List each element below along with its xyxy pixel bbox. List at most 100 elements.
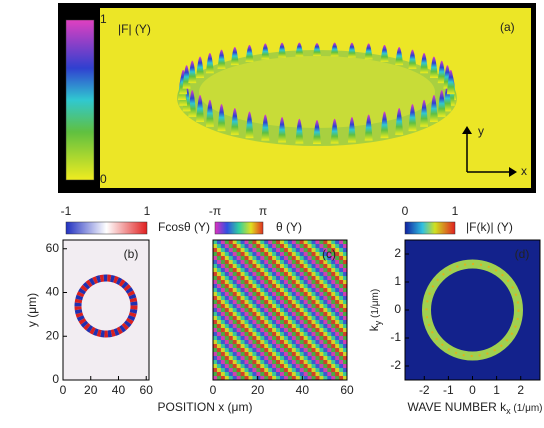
noise-cell	[237, 308, 241, 312]
noise-cell	[221, 256, 225, 260]
noise-cell	[315, 312, 319, 316]
noise-cell	[221, 320, 225, 324]
noise-cell	[221, 264, 225, 268]
noise-cell	[213, 300, 217, 304]
noise-cell	[323, 288, 327, 292]
noise-cell	[312, 244, 316, 248]
noise-cell	[331, 280, 335, 284]
noise-cell	[327, 332, 331, 336]
noise-cell	[256, 280, 260, 284]
noise-cell	[296, 272, 300, 276]
noise-cell	[229, 268, 233, 272]
noise-cell	[280, 312, 284, 316]
noise-cell	[327, 348, 331, 352]
noise-cell	[339, 332, 343, 336]
noise-cell	[229, 296, 233, 300]
panel-tag: (d)	[515, 247, 530, 261]
noise-cell	[237, 348, 241, 352]
noise-cell	[315, 344, 319, 348]
noise-cell	[304, 268, 308, 272]
noise-cell	[280, 264, 284, 268]
noise-cell	[280, 348, 284, 352]
noise-cell	[304, 300, 308, 304]
noise-cell	[260, 360, 264, 364]
noise-cell	[284, 320, 288, 324]
noise-cell	[248, 284, 252, 288]
noise-cell	[288, 284, 292, 288]
noise-cell	[288, 252, 292, 256]
noise-cell	[315, 336, 319, 340]
x-tick-label: 2	[517, 383, 524, 397]
noise-cell	[256, 360, 260, 364]
noise-cell	[221, 304, 225, 308]
noise-cell	[304, 256, 308, 260]
colorbar	[215, 222, 263, 234]
noise-cell	[241, 372, 245, 376]
noise-cell	[315, 276, 319, 280]
noise-cell	[233, 308, 237, 312]
noise-cell	[264, 312, 268, 316]
noise-cell	[319, 340, 323, 344]
noise-cell	[335, 264, 339, 268]
noise-cell	[268, 360, 272, 364]
noise-cell	[288, 344, 292, 348]
noise-cell	[272, 328, 276, 332]
noise-cell	[323, 360, 327, 364]
noise-cell	[268, 288, 272, 292]
noise-cell	[284, 352, 288, 356]
noise-cell	[296, 276, 300, 280]
noise-cell	[319, 356, 323, 360]
noise-cell	[315, 292, 319, 296]
noise-cell	[315, 316, 319, 320]
x-tick-label: 1	[493, 383, 500, 397]
noise-cell	[304, 332, 308, 336]
noise-cell	[256, 332, 260, 336]
noise-cell	[315, 340, 319, 344]
noise-cell	[268, 268, 272, 272]
noise-cell	[315, 368, 319, 372]
noise-cell	[233, 244, 237, 248]
noise-cell	[339, 320, 343, 324]
noise-cell	[272, 272, 276, 276]
noise-cell	[233, 276, 237, 280]
noise-cell	[276, 296, 280, 300]
noise-cell	[304, 360, 308, 364]
noise-cell	[288, 308, 292, 312]
noise-cell	[272, 276, 276, 280]
noise-cell	[260, 316, 264, 320]
noise-cell	[233, 248, 237, 252]
noise-cell	[213, 332, 217, 336]
noise-cell	[264, 328, 268, 332]
noise-cell	[245, 264, 249, 268]
noise-cell	[284, 344, 288, 348]
noise-cell	[296, 332, 300, 336]
noise-cell	[248, 312, 252, 316]
noise-cell	[284, 244, 288, 248]
noise-cell	[233, 292, 237, 296]
noise-cell	[308, 272, 312, 276]
noise-cell	[241, 304, 245, 308]
noise-cell	[248, 368, 252, 372]
noise-cell	[276, 276, 280, 280]
noise-cell	[245, 292, 249, 296]
noise-cell	[323, 364, 327, 368]
noise-cell	[233, 240, 237, 244]
noise-cell	[284, 372, 288, 376]
noise-cell	[241, 240, 245, 244]
noise-cell	[288, 288, 292, 292]
noise-cell	[229, 252, 233, 256]
noise-cell	[300, 328, 304, 332]
noise-cell	[241, 336, 245, 340]
noise-cell	[319, 372, 323, 376]
noise-cell	[327, 292, 331, 296]
noise-cell	[288, 364, 292, 368]
noise-cell	[225, 316, 229, 320]
noise-cell	[225, 364, 229, 368]
noise-cell	[312, 296, 316, 300]
noise-cell	[245, 260, 249, 264]
noise-cell	[221, 308, 225, 312]
noise-cell	[268, 332, 272, 336]
noise-cell	[292, 288, 296, 292]
noise-cell	[264, 356, 268, 360]
noise-cell	[292, 296, 296, 300]
